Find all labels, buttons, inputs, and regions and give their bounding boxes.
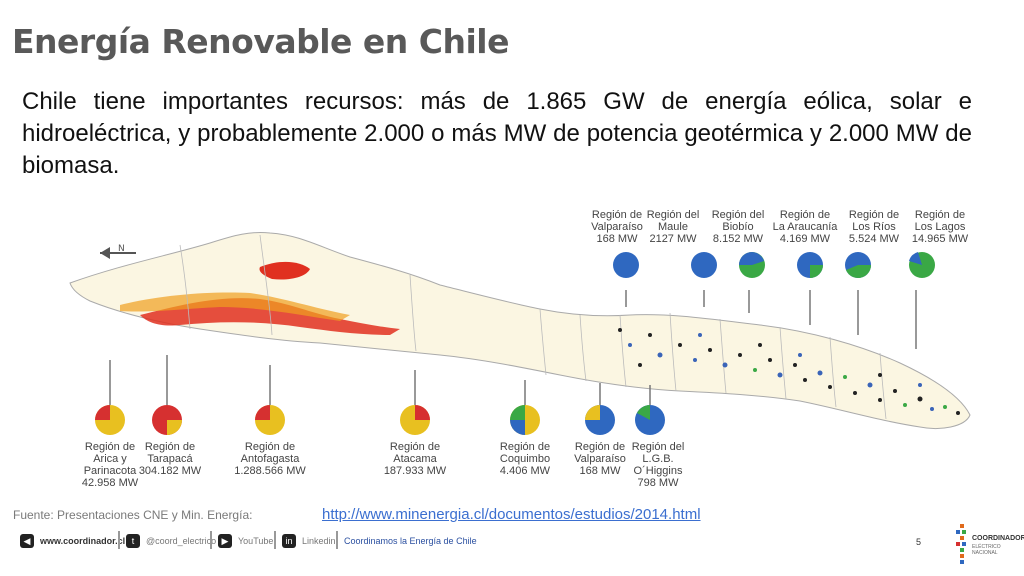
region-label-top-araucania: Región de La Araucanía 4.169 MW	[772, 209, 838, 245]
pie-top-losrios	[845, 252, 871, 278]
solar-hotspot	[259, 261, 310, 280]
pie-top-maule	[691, 252, 717, 278]
region-label-top-losrios: Región de Los Ríos 5.524 MW	[848, 209, 900, 245]
page-title: Energía Renovable en Chile	[12, 22, 510, 61]
chile-outline	[69, 232, 971, 429]
source-link[interactable]: http://www.minenergia.cl/documentos/estu…	[322, 506, 701, 523]
footer-linkedin[interactable]: in Linkedin	[282, 528, 336, 554]
footer-youtube[interactable]: ▶ YouTube	[218, 528, 273, 554]
region-label-ohiggins: Región del L.G.B. O´Higgins 798 MW	[631, 441, 685, 489]
chile-renewables-map: N	[60, 195, 980, 495]
leader-lines	[109, 290, 917, 405]
pie-bottom-atacama	[400, 405, 430, 435]
pie-top-biobio	[739, 252, 765, 278]
region-label-coquimbo: Región de Coquimbo 4.406 MW	[499, 441, 551, 477]
linkedin-icon: in	[282, 534, 296, 548]
pie-top-loslagos	[909, 252, 935, 278]
source-note: Fuente: Presentaciones CNE y Min. Energí…	[13, 508, 253, 522]
north-arrow-icon: N	[100, 244, 136, 259]
pie-bottom-coquimbo	[510, 405, 540, 435]
website-icon: ◀	[20, 534, 34, 548]
region-label-arica: Región de Arica y Parinacota 42.958 MW	[81, 441, 139, 489]
pie-top-araucania	[797, 252, 823, 278]
region-label-top-biobio: Región del Biobío 8.152 MW	[711, 209, 765, 245]
footer-bar: ◀ www.coordinador.cl t @coord_electrico …	[0, 528, 1024, 556]
footer-twitter[interactable]: t @coord_electrico	[126, 528, 216, 554]
footer-slogan: Coordinamos la Energía de Chile	[344, 536, 477, 546]
region-label-tarapaca: Región de Tarapacá 304.182 MW	[138, 441, 202, 477]
pie-bottom-valparaiso	[585, 405, 615, 435]
footer-divider	[274, 531, 276, 549]
plant-dots	[618, 328, 960, 415]
region-label-valparaiso: Región de Valparaíso 168 MW	[574, 441, 626, 477]
footer-divider	[336, 531, 338, 549]
page-number: 5	[916, 537, 922, 547]
intro-paragraph: Chile tiene importantes recursos: más de…	[22, 88, 972, 179]
footer-divider	[210, 531, 212, 549]
pie-top-valparaiso	[613, 252, 639, 278]
region-label-top-maule: Región del Maule 2127 MW	[646, 209, 700, 245]
footer-website[interactable]: ◀ www.coordinador.cl	[20, 528, 125, 554]
pie-bottom-antofagasta	[255, 405, 285, 435]
map-graphic: N	[69, 232, 971, 435]
logo-mark-icon	[956, 524, 966, 564]
region-label-top-loslagos: Región de Los Lagos 14.965 MW	[911, 209, 969, 245]
region-label-top-valparaiso: Región de Valparaíso 168 MW	[591, 209, 643, 245]
coordinador-logo: COORDINADOR ELÉCTRICO NACIONAL	[956, 522, 1024, 568]
twitter-icon: t	[126, 534, 140, 548]
pie-bottom-ohiggins	[635, 405, 665, 435]
pie-bottom-tarapaca	[152, 405, 182, 435]
solar-band-orange	[120, 292, 350, 321]
footer-divider	[118, 531, 120, 549]
svg-text:N: N	[118, 244, 125, 254]
pie-bottom-arica	[95, 405, 125, 435]
region-label-atacama: Región de Atacama 187.933 MW	[383, 441, 447, 477]
youtube-icon: ▶	[218, 534, 232, 548]
region-label-antofagasta: Región de Antofagasta 1.288.566 MW	[234, 441, 306, 477]
